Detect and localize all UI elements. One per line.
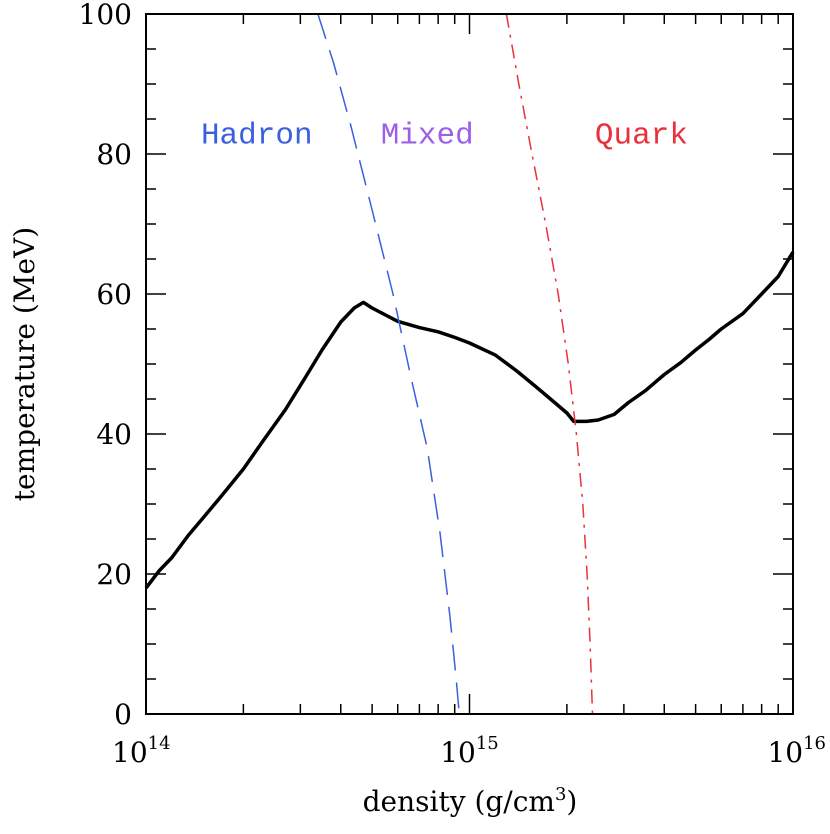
region-labels: Hadron Mixed Quark bbox=[201, 119, 688, 154]
series-line-dashdot bbox=[505, 13, 594, 715]
region-label-quark: Quark bbox=[595, 119, 688, 154]
x-tick-label: 1016 bbox=[767, 733, 826, 769]
region-label-hadron: Hadron bbox=[201, 119, 313, 154]
y-tick-label: 20 bbox=[96, 558, 132, 591]
y-tick-label: 40 bbox=[96, 418, 132, 451]
x-tick-label: 1014 bbox=[112, 733, 171, 769]
x-tick-label-exponent: 14 bbox=[148, 733, 171, 754]
y-tick-label: 80 bbox=[96, 138, 132, 171]
x-axis-title: density (g/cm3) bbox=[363, 784, 578, 818]
x-axis-title-close: ) bbox=[566, 785, 577, 818]
y-axis-title: temperature (MeV) bbox=[8, 227, 41, 501]
series-layer bbox=[144, 13, 795, 715]
y-tick-label: 100 bbox=[79, 0, 132, 31]
region-label-mixed: Mixed bbox=[381, 119, 474, 154]
series-line-dashed bbox=[317, 13, 461, 715]
x-tick-label-base: 10 bbox=[112, 736, 148, 769]
x-tick-label-exponent: 16 bbox=[803, 733, 826, 754]
y-tick-label: 0 bbox=[114, 698, 132, 731]
x-tick-label-base: 10 bbox=[767, 736, 803, 769]
x-tick-label: 1015 bbox=[440, 733, 499, 769]
series-line-solid bbox=[144, 251, 795, 590]
x-tick-label-exponent: 15 bbox=[476, 733, 499, 754]
x-axis-title-superscript: 3 bbox=[555, 784, 566, 805]
x-axis-title-main: density (g/cm bbox=[363, 785, 555, 818]
y-tick-label: 60 bbox=[96, 278, 132, 311]
x-tick-label-base: 10 bbox=[440, 736, 476, 769]
plot-frame bbox=[145, 13, 794, 715]
